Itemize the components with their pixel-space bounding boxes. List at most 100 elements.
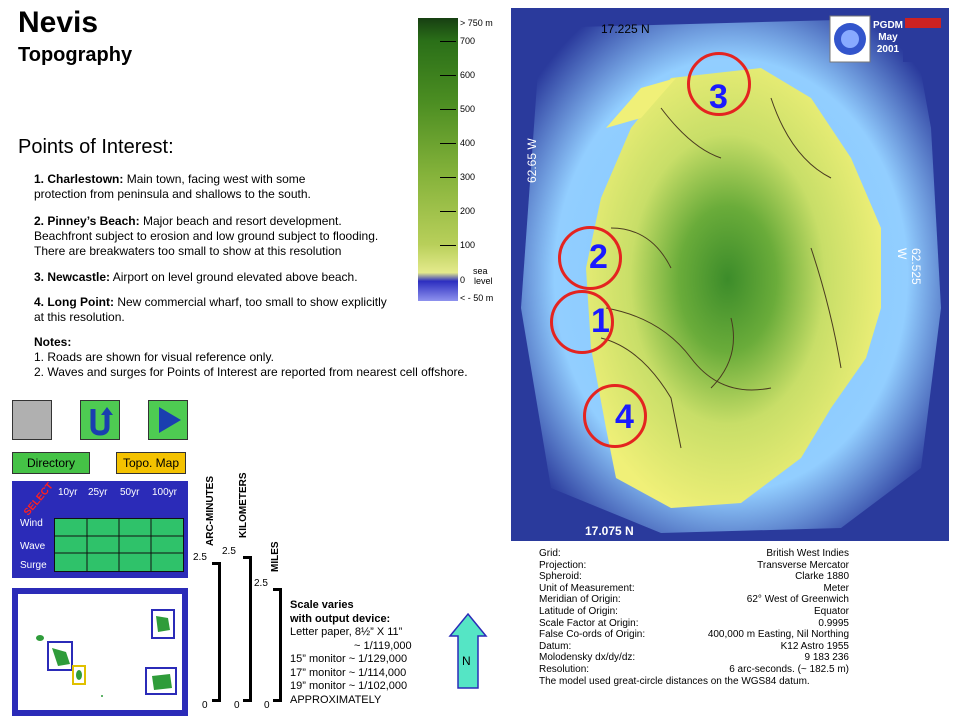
row-wave[interactable]: Wave bbox=[20, 541, 46, 552]
poi-marker-2[interactable] bbox=[558, 226, 622, 290]
gi-key: Projection: bbox=[539, 559, 587, 571]
oas-logo-icon bbox=[829, 15, 943, 63]
legend-tick: 400 bbox=[440, 138, 475, 148]
miles-value: 2.5 bbox=[254, 578, 268, 589]
return-period-selector: SELECT 10yr 25yr 50yr 100yr Wind Wave Su… bbox=[12, 481, 188, 578]
lat-top-label: 17.225 N bbox=[601, 22, 650, 36]
arc-minutes-bar bbox=[212, 562, 221, 702]
arc-minutes-zero: 0 bbox=[202, 700, 208, 711]
poi-text: at this resolution. bbox=[34, 310, 125, 324]
poi-label: 3. Newcastle: bbox=[34, 270, 111, 284]
play-arrow-icon bbox=[159, 407, 181, 433]
scale-line: 17” monitor ~ 1/114,000 bbox=[290, 666, 407, 679]
elevation-legend-ticks: > 750 m 700 600 500 400 300 200 100 0 se… bbox=[440, 18, 520, 303]
gi-key: Resolution: bbox=[539, 663, 590, 675]
scale-note: Scale varies with output device: Letter … bbox=[290, 599, 412, 707]
miles-label: MILES bbox=[270, 541, 281, 572]
lon-right-label: 62.525 W bbox=[895, 248, 923, 285]
poi-number-1: 1 bbox=[591, 302, 610, 340]
return-arrow-icon bbox=[90, 407, 113, 436]
period-grid[interactable] bbox=[54, 518, 184, 572]
legend-sea: sea bbox=[473, 266, 488, 276]
grid-footer: The model used great-circle distances on… bbox=[539, 675, 810, 687]
scale-line: Scale varies bbox=[290, 599, 354, 611]
legend-tick: 200 bbox=[440, 206, 475, 216]
play-button[interactable] bbox=[148, 400, 188, 440]
locator-graphic bbox=[36, 609, 177, 697]
gi-value: K12 Astro 1955 bbox=[780, 640, 849, 652]
note-item: 1. Roads are shown for visual reference … bbox=[34, 350, 274, 364]
period-100yr[interactable]: 100yr bbox=[152, 487, 178, 498]
legend-bottom-label: < - 50 m bbox=[460, 293, 494, 303]
gi-key: Unit of Measurement: bbox=[539, 582, 635, 594]
poi-item-3: 3. Newcastle: Airport on level ground el… bbox=[34, 270, 434, 285]
badge-line1: PGDM bbox=[873, 20, 903, 31]
poi-text: protection from peninsula and shallows t… bbox=[34, 187, 311, 201]
lon-left-label: 62.65 W bbox=[525, 138, 539, 183]
pgdm-text: PGDM May 2001 bbox=[873, 20, 903, 56]
poi-text: Major beach and resort development. bbox=[139, 214, 342, 228]
kilometers-bar bbox=[243, 556, 252, 702]
scale-line: 15” monitor ~ 1/129,000 bbox=[290, 653, 408, 665]
page-subtitle: Topography bbox=[18, 44, 133, 66]
legend-zero: 0 bbox=[460, 275, 466, 285]
gi-key: Spheroid: bbox=[539, 571, 582, 583]
gi-key: False Co-ords of Origin: bbox=[539, 629, 646, 641]
poi-text: New commercial wharf, too small to show … bbox=[114, 295, 387, 309]
poi-marker-1[interactable] bbox=[550, 290, 614, 354]
badge-line3: 2001 bbox=[876, 44, 900, 55]
poi-text: Airport on level ground elevated above b… bbox=[110, 270, 358, 284]
gi-key: Molodensky dx/dy/dz: bbox=[539, 652, 636, 664]
gi-value: British West Indies bbox=[766, 548, 849, 559]
gi-key: Scale Factor at Origin: bbox=[539, 617, 639, 629]
return-button[interactable] bbox=[80, 400, 120, 440]
note-item: 2. Waves and surges for Points of Intere… bbox=[34, 365, 468, 379]
topo-map-button[interactable]: Topo. Map bbox=[116, 452, 186, 474]
legend-tick: 500 bbox=[440, 104, 475, 114]
legend-tick: 700 bbox=[440, 36, 475, 46]
gi-key: Datum: bbox=[539, 640, 572, 652]
select-label: SELECT bbox=[22, 480, 56, 519]
poi-number-2: 2 bbox=[589, 238, 608, 276]
legend-tick: 100 bbox=[440, 240, 475, 250]
period-25yr[interactable]: 25yr bbox=[88, 487, 108, 498]
scale-line: APPROXIMATELY bbox=[290, 693, 382, 706]
period-50yr[interactable]: 50yr bbox=[120, 487, 140, 498]
back-square-icon[interactable] bbox=[12, 400, 52, 440]
scale-line: 19” monitor ~ 1/102,000 bbox=[290, 680, 408, 692]
legend-level: level bbox=[474, 276, 493, 286]
gi-value: Transverse Mercator bbox=[757, 559, 849, 571]
row-wind[interactable]: Wind bbox=[20, 518, 43, 529]
poi-item-4: 4. Long Point: New commercial wharf, too… bbox=[34, 295, 434, 325]
arc-minutes-label: ARC-MINUTES bbox=[205, 476, 216, 546]
notes: Notes: 1. Roads are shown for visual ref… bbox=[34, 335, 534, 380]
scale-line: Letter paper, 8½” X 11” bbox=[290, 626, 403, 638]
gi-key: Meridian of Origin: bbox=[539, 594, 621, 606]
gi-value: 400,000 m Easting, Nil Northing bbox=[707, 629, 849, 641]
gi-value: Meter bbox=[823, 582, 849, 594]
period-10yr[interactable]: 10yr bbox=[58, 487, 78, 498]
legend-top-label: > 750 m bbox=[460, 18, 493, 28]
poi-heading: Points of Interest: bbox=[18, 136, 174, 158]
legend-tick: 300 bbox=[440, 172, 475, 182]
grid-info-table: Grid: British West Indies Projection: Tran… bbox=[539, 548, 849, 687]
page-title: Nevis bbox=[18, 6, 99, 39]
poi-text: Main town, facing west with some bbox=[123, 172, 306, 186]
gi-value: 9 183 236 bbox=[804, 652, 850, 664]
gi-key: Latitude of Origin: bbox=[539, 605, 618, 617]
north-label: N bbox=[462, 654, 471, 668]
poi-marker-4[interactable] bbox=[583, 384, 647, 448]
directory-button[interactable]: Directory bbox=[12, 452, 90, 474]
kilometers-label: KILOMETERS bbox=[238, 472, 249, 538]
lat-bottom-label: 17.075 N bbox=[585, 524, 634, 538]
miles-zero: 0 bbox=[264, 700, 270, 711]
legend-tick: 600 bbox=[440, 70, 475, 80]
notes-heading: Notes: bbox=[34, 335, 72, 349]
row-surge[interactable]: Surge bbox=[20, 560, 47, 571]
kilometers-value: 2.5 bbox=[222, 546, 236, 557]
gi-value: 6 arc-seconds. (~ 182.5 m) bbox=[729, 663, 849, 675]
poi-text: Beachfront subject to erosion and low gr… bbox=[34, 229, 379, 243]
poi-number-4: 4 bbox=[615, 398, 634, 436]
topography-map[interactable]: 17.225 N 17.075 N 62.65 W 62.525 W 3 2 1… bbox=[511, 8, 949, 541]
poi-marker-3[interactable] bbox=[687, 52, 751, 116]
